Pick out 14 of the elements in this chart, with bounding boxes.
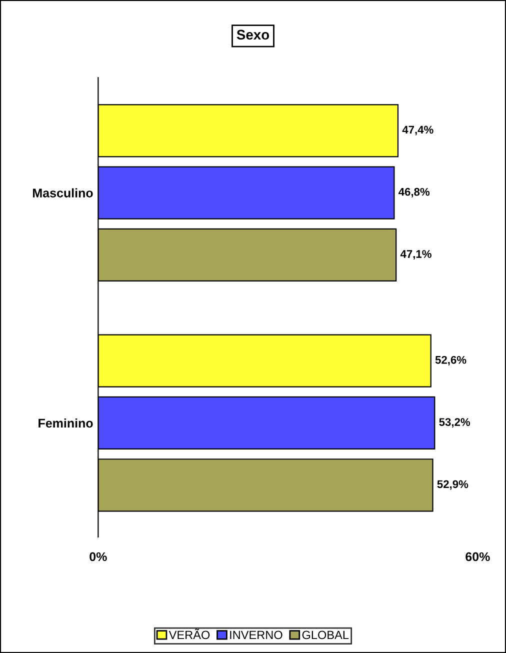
y-tick-label: Masculino — [33, 188, 93, 198]
chart-title: Sexo — [236, 30, 270, 40]
data-label: 47,4% — [402, 126, 434, 136]
legend-label: VERÃO — [168, 628, 210, 640]
x-tick-label: 60% — [466, 552, 490, 562]
data-label: 53,2% — [439, 418, 470, 428]
data-label: 52,6% — [435, 356, 466, 366]
data-label: 52,9% — [437, 480, 468, 490]
data-label: 46,8% — [398, 188, 430, 198]
x-tick-label: 0% — [90, 552, 107, 562]
legend-label: GLOBAL — [302, 630, 349, 640]
data-label: 47,1% — [400, 250, 432, 260]
y-tick-label: Feminino — [38, 418, 93, 428]
legend-label: INVERNO — [230, 630, 282, 640]
